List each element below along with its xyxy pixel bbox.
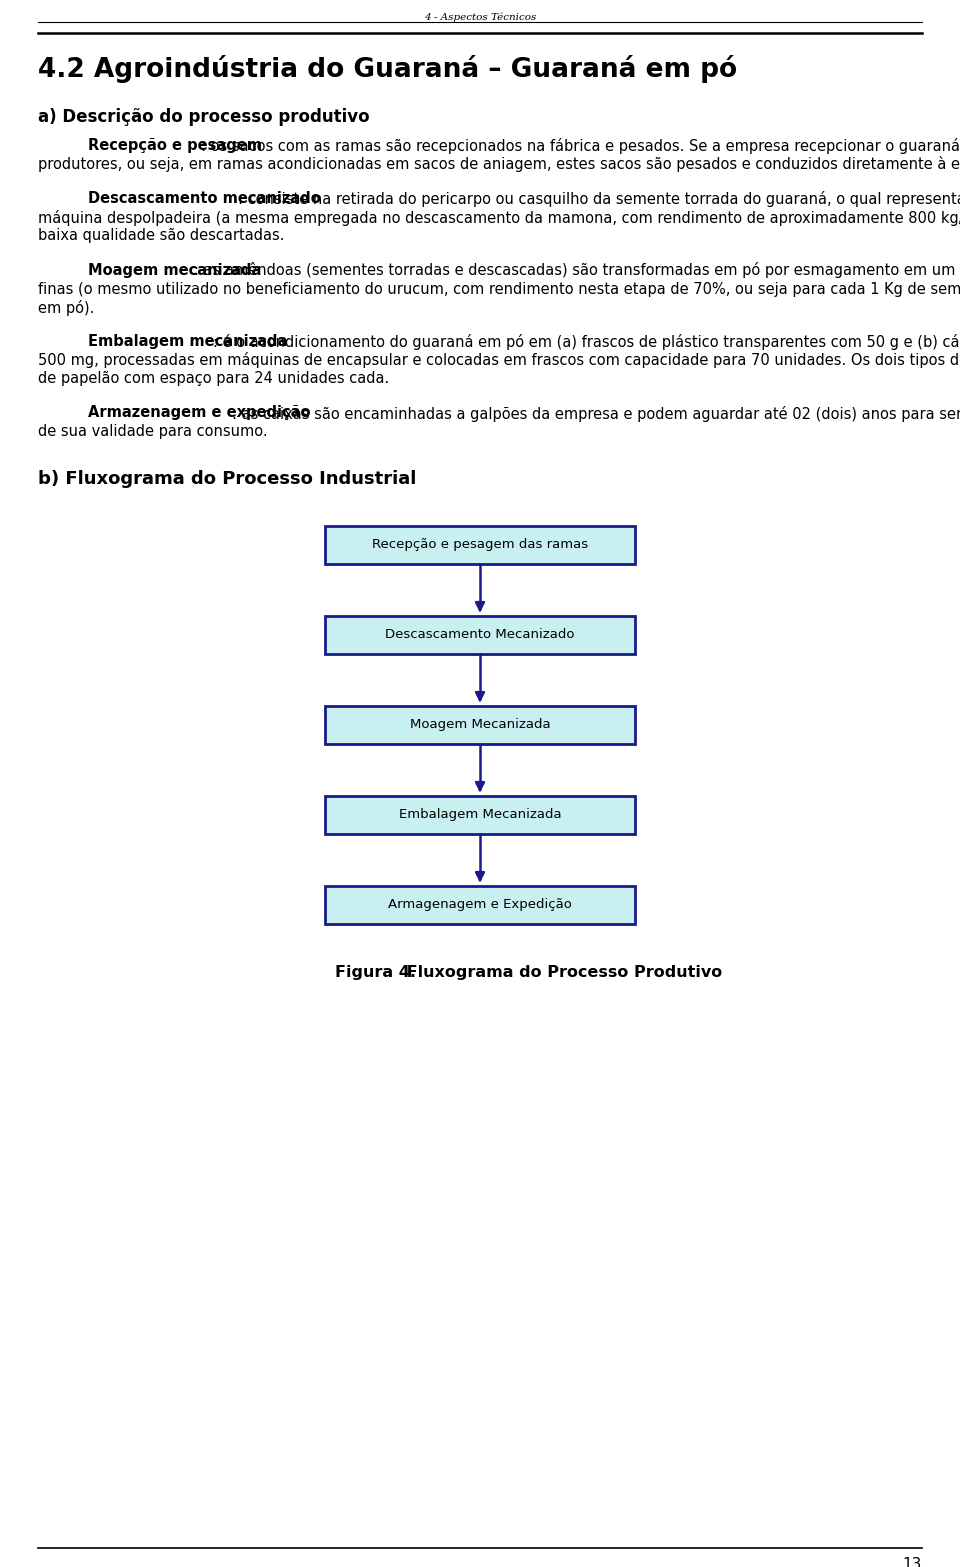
Text: a) Descrição do processo produtivo: a) Descrição do processo produtivo	[38, 108, 370, 125]
Text: Armazenagem e expedição: Armazenagem e expedição	[88, 406, 310, 420]
Text: Moagem mecanizada: Moagem mecanizada	[88, 263, 261, 277]
Text: máquina despolpadeira (a mesma empregada no descascamento da mamona, com rendime: máquina despolpadeira (a mesma empregada…	[38, 210, 960, 226]
Text: Figura 4.: Figura 4.	[335, 965, 416, 981]
Text: Recepção e pesagem: Recepção e pesagem	[88, 138, 262, 154]
Text: : as amêndoas (sementes torradas e descascadas) são transformadas em pó por esma: : as amêndoas (sementes torradas e desca…	[195, 263, 960, 279]
Bar	[325, 525, 635, 564]
Text: Moagem Mecanizada: Moagem Mecanizada	[410, 718, 550, 730]
Text: 13: 13	[902, 1558, 922, 1567]
Text: Descascamento Mecanizado: Descascamento Mecanizado	[385, 628, 575, 641]
Text: produtores, ou seja, em ramas acondicionadas em sacos de aniagem, estes sacos sã: produtores, ou seja, em ramas acondicion…	[38, 157, 960, 172]
Bar	[325, 705, 635, 743]
Text: Embalagem Mecanizada: Embalagem Mecanizada	[398, 809, 562, 821]
Text: Fluxograma do Processo Produtivo: Fluxograma do Processo Produtivo	[400, 965, 722, 981]
Text: : os sacos com as ramas são recepcionados na fábrica e pesados. Se a empresa rec: : os sacos com as ramas são recepcionado…	[201, 138, 960, 154]
Text: finas (o mesmo utilizado no beneficiamento do urucum, com rendimento nesta etapa: finas (o mesmo utilizado no beneficiamen…	[38, 280, 960, 298]
Text: de papelão com espaço para 24 unidades cada.: de papelão com espaço para 24 unidades c…	[38, 371, 389, 385]
Text: b) Fluxograma do Processo Industrial: b) Fluxograma do Processo Industrial	[38, 470, 417, 489]
Text: 4 - Aspectos Técnicos: 4 - Aspectos Técnicos	[423, 13, 537, 22]
Text: : consiste na retirada do pericarpo ou casquilho da semente torrada do guaraná, : : consiste na retirada do pericarpo ou c…	[238, 191, 960, 207]
Bar	[325, 796, 635, 834]
Bar	[325, 616, 635, 653]
Text: em pó).: em pó).	[38, 299, 94, 315]
Text: : é o acondicionamento do guaraná em pó em (a) frascos de plástico transparentes: : é o acondicionamento do guaraná em pó …	[213, 334, 960, 349]
Text: 500 mg, processadas em máquinas de encapsular e colocadas em frascos com capacid: 500 mg, processadas em máquinas de encap…	[38, 353, 960, 368]
Bar	[325, 885, 635, 923]
Text: Armagenagem e Expedição: Armagenagem e Expedição	[388, 898, 572, 910]
Text: Embalagem mecanizada: Embalagem mecanizada	[88, 334, 287, 349]
Text: Recepção e pesagem das ramas: Recepção e pesagem das ramas	[372, 537, 588, 552]
Text: Descascamento mecanizado: Descascamento mecanizado	[88, 191, 321, 205]
Text: 4.2 Agroindústria do Guaraná – Guaraná em pó: 4.2 Agroindústria do Guaraná – Guaraná e…	[38, 55, 737, 83]
Text: baixa qualidade são descartadas.: baixa qualidade são descartadas.	[38, 229, 284, 243]
Text: de sua validade para consumo.: de sua validade para consumo.	[38, 425, 268, 439]
Text: : as caixas são encaminhadas a galpões da empresa e podem aguardar até 02 (dois): : as caixas são encaminhadas a galpões d…	[232, 406, 960, 422]
